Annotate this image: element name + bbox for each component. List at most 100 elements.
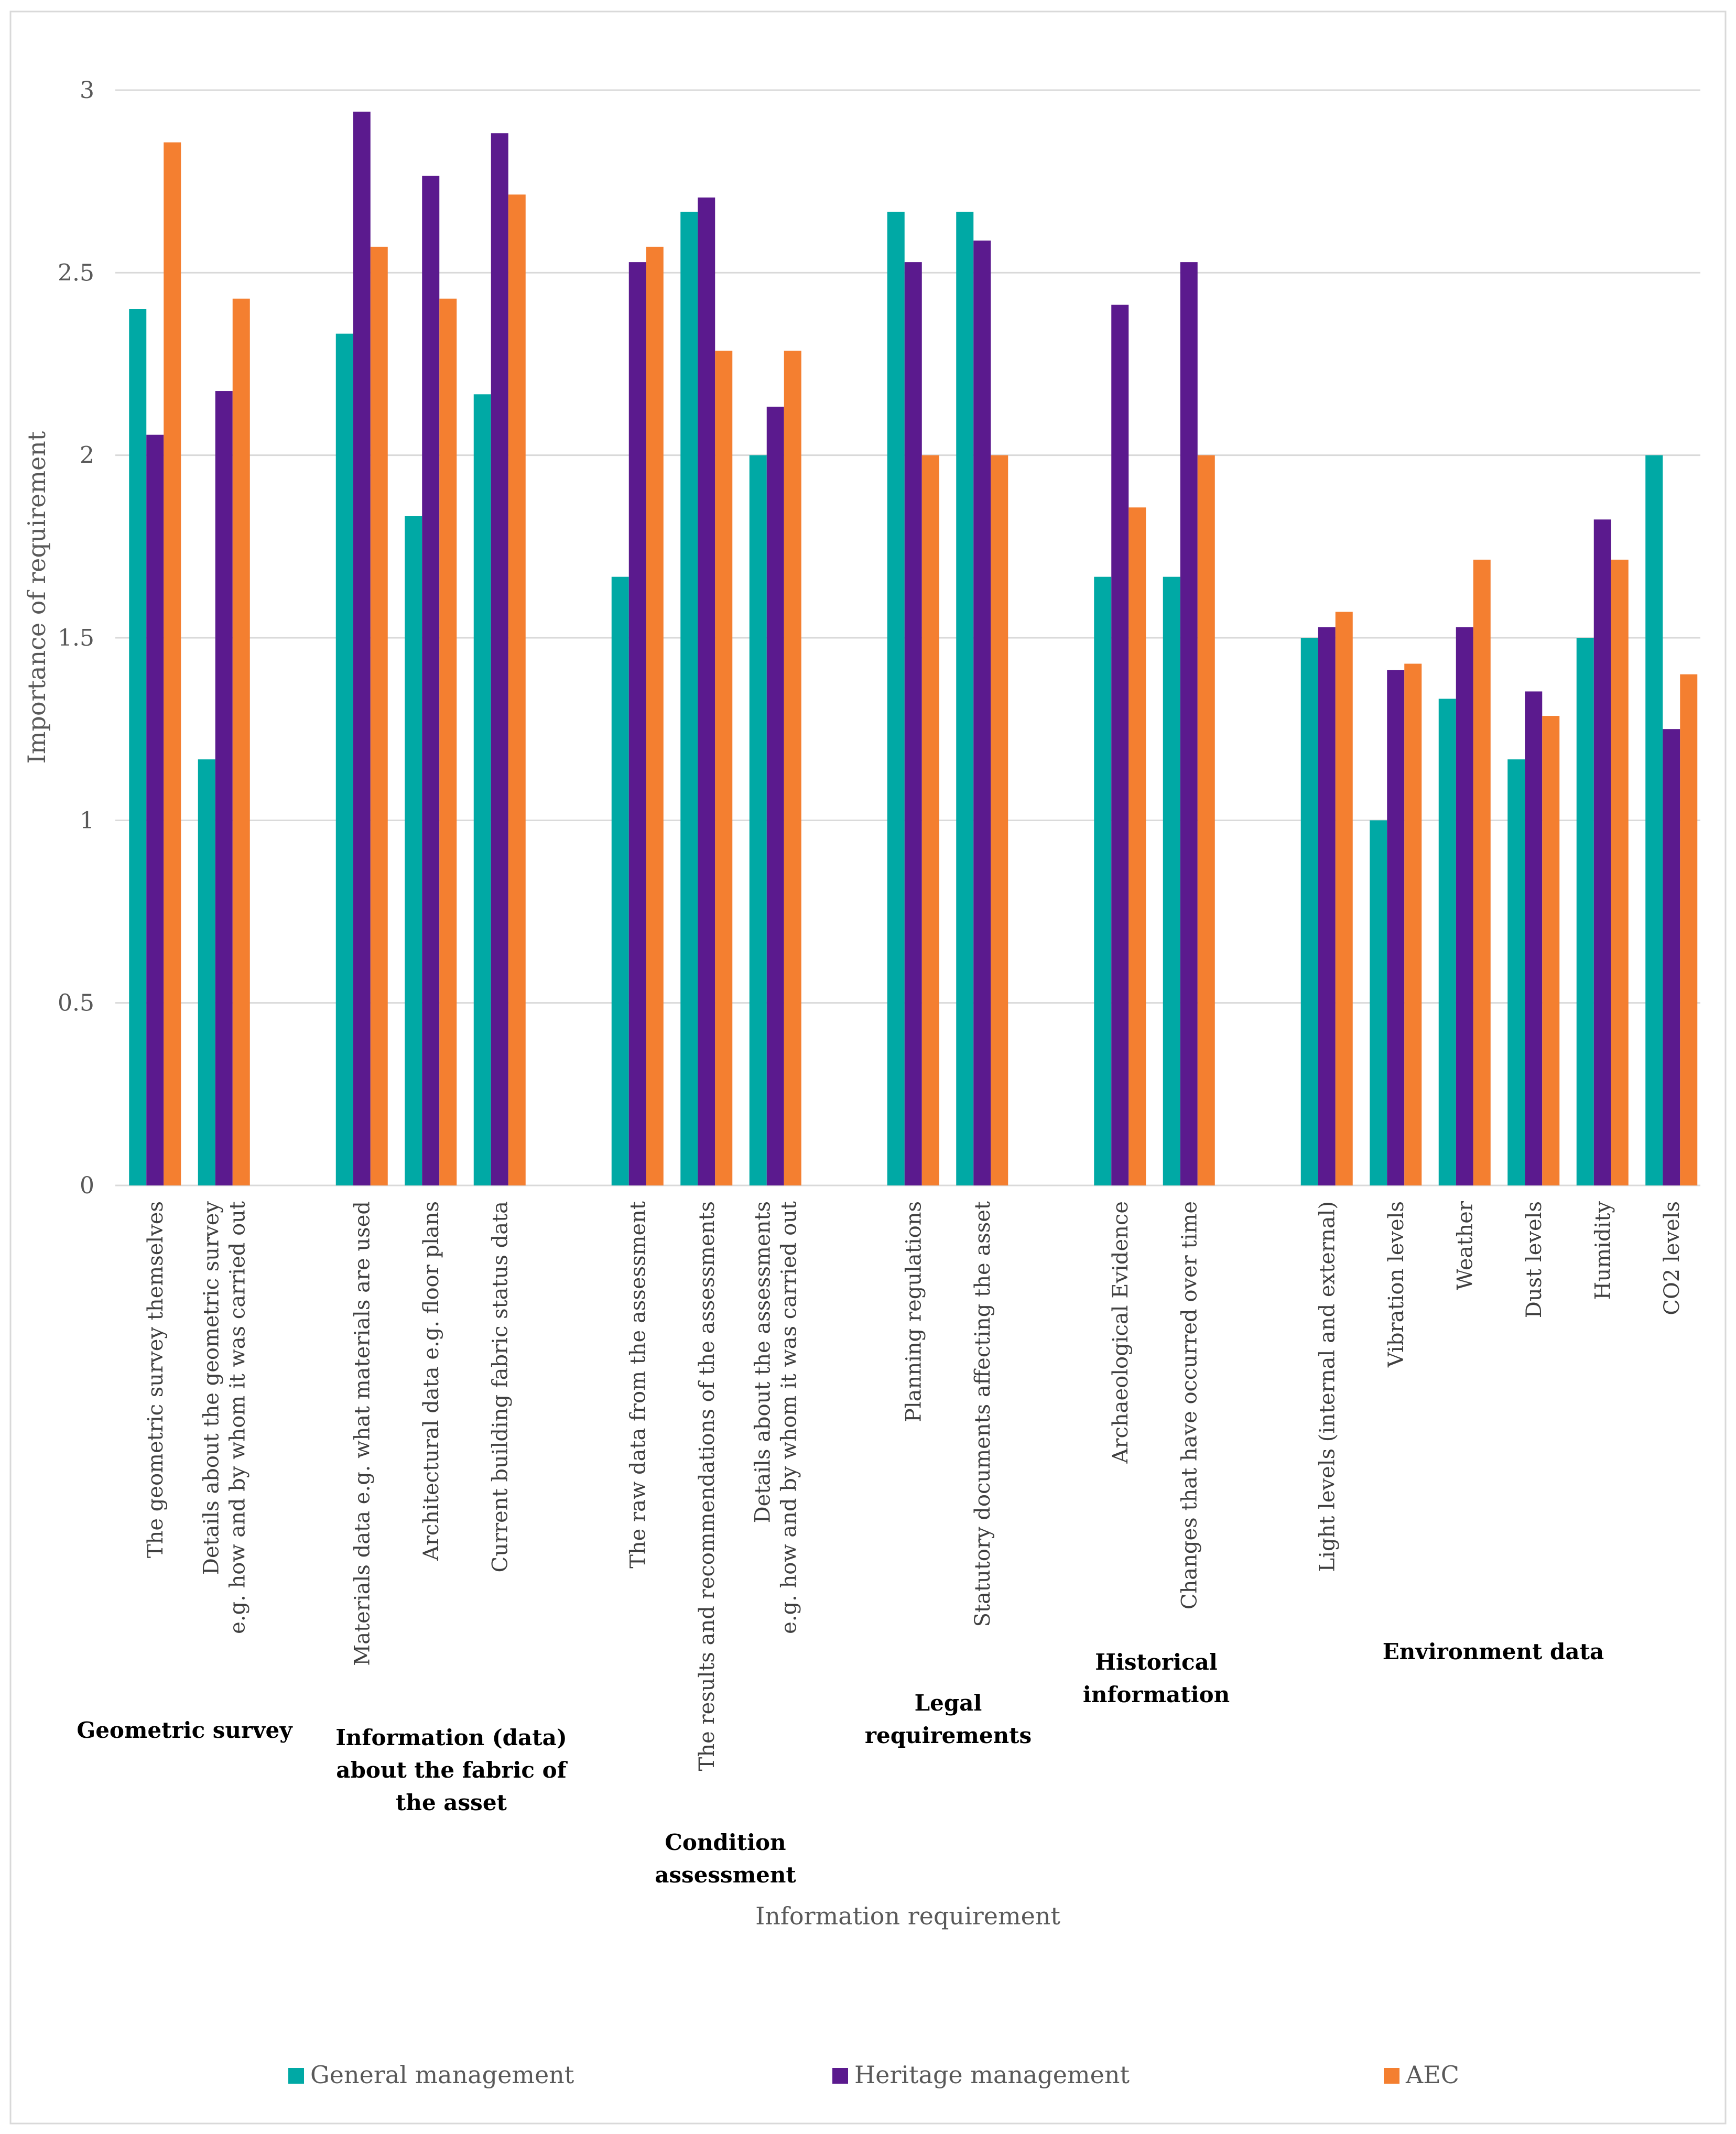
category-label: The raw data from the assessment <box>626 1201 650 1569</box>
bar-aec <box>1542 716 1560 1185</box>
bar-aec <box>508 194 526 1185</box>
category-label: Materials data e.g. what materials are u… <box>350 1201 374 1666</box>
category-label: Humidity <box>1591 1201 1615 1300</box>
category-label: Light levels (internal and external) <box>1315 1201 1339 1572</box>
category-label: Statutory documents affecting the asset <box>971 1201 995 1627</box>
legend-label-general-management: General management <box>310 2061 574 2089</box>
group-label: Historical information <box>1083 1649 1230 1707</box>
bar-heritage-management <box>1111 304 1129 1185</box>
bar-aec <box>715 351 733 1186</box>
bar-aec <box>232 298 250 1186</box>
bar-general-management <box>1300 638 1318 1185</box>
bar-general-management <box>335 333 353 1185</box>
group-label: Environment data <box>1383 1639 1604 1664</box>
bar-heritage-management <box>1663 729 1680 1185</box>
bar-heritage-management <box>766 407 784 1185</box>
category-label: Planning regulations <box>902 1201 926 1422</box>
bar-heritage-management <box>1180 262 1198 1185</box>
y-tick-label: 1.5 <box>58 625 94 651</box>
category-label: The results and recommendations of the a… <box>695 1201 719 1771</box>
category-label: Archaeological Evidence <box>1109 1201 1133 1464</box>
category-label: Details about the geometric survey <box>199 1201 223 1575</box>
category-labels: The geometric survey themselves Details a… <box>144 1201 1684 1771</box>
category-label: Dust levels <box>1522 1201 1546 1318</box>
legend-swatch-aec <box>1384 2068 1399 2084</box>
category-label: Vibration levels <box>1384 1201 1408 1368</box>
bar-general-management <box>1163 576 1180 1185</box>
bar-heritage-management <box>904 262 922 1185</box>
y-axis-title: Importance of requirement <box>23 431 51 764</box>
category-label: e.g. how and by whom it was carried out <box>225 1201 249 1634</box>
bar-general-management <box>1094 576 1112 1185</box>
bar-aec <box>646 246 664 1185</box>
y-tick-label: 2.5 <box>58 259 94 286</box>
bar-general-management <box>749 455 767 1185</box>
bar-heritage-management <box>422 176 440 1185</box>
bar-general-management <box>611 576 629 1185</box>
bar-general-management <box>1438 699 1456 1185</box>
legend-swatch-heritage-management <box>832 2068 848 2084</box>
bar-general-management <box>1645 455 1663 1185</box>
bar-heritage-management <box>1525 691 1543 1185</box>
bar-aec <box>921 455 939 1185</box>
bars <box>129 112 1698 1186</box>
bar-heritage-management <box>1387 670 1405 1185</box>
y-tick-label: 0.5 <box>58 990 94 1017</box>
bar-heritage-management <box>973 241 991 1186</box>
bar-general-management <box>405 516 422 1185</box>
group-label: Information (data) about the fabric of the… <box>335 1725 568 1815</box>
y-tick-label: 3 <box>80 77 94 104</box>
bar-aec <box>1611 559 1629 1185</box>
bar-general-management <box>680 211 698 1185</box>
bar-general-management <box>956 211 974 1185</box>
group-label: Condition assessment <box>655 1830 796 1888</box>
bar-general-management <box>198 759 215 1185</box>
legend-label-aec: AEC <box>1405 2061 1459 2089</box>
category-label: Current building fabric status data <box>488 1201 512 1572</box>
x-axis-title: Information requirement <box>755 1902 1060 1930</box>
bar-general-management <box>1370 820 1387 1185</box>
category-label: The geometric survey themselves <box>144 1201 168 1558</box>
legend-label-heritage-management: Heritage management <box>854 2061 1130 2089</box>
bar-aec <box>784 351 801 1186</box>
category-label: Changes that have occurred over time <box>1177 1201 1201 1609</box>
bar-heritage-management <box>698 197 715 1185</box>
bar-general-management <box>129 309 147 1185</box>
bar-general-management <box>473 394 491 1186</box>
legend: General management Heritage management AEC <box>288 2061 1459 2089</box>
bar-aec <box>1335 612 1353 1185</box>
y-tick-label: 0 <box>80 1172 94 1199</box>
category-label: Details about the assessments <box>751 1201 775 1523</box>
bar-aec <box>439 298 457 1186</box>
bar-heritage-management <box>1593 519 1611 1185</box>
category-label: e.g. how and by whom it was carried out <box>777 1201 801 1634</box>
bar-aec <box>370 246 388 1185</box>
category-label: Architectural data e.g. floor plans <box>419 1201 443 1561</box>
bar-heritage-management <box>1318 627 1336 1185</box>
bar-aec <box>1473 559 1491 1185</box>
bar-heritage-management <box>491 133 508 1185</box>
group-label: Legal requirements <box>865 1690 1032 1748</box>
bar-heritage-management <box>353 112 371 1186</box>
bar-aec <box>991 455 1008 1185</box>
bar-general-management <box>1576 638 1594 1185</box>
category-label: Weather <box>1453 1201 1477 1290</box>
bar-heritage-management <box>628 262 646 1185</box>
bar-aec <box>1129 507 1146 1185</box>
bar-heritage-management <box>146 434 164 1185</box>
bar-aec <box>1404 663 1422 1185</box>
category-label: CO2 levels <box>1660 1201 1684 1315</box>
group-label: Geometric survey <box>77 1717 293 1743</box>
legend-swatch-general-management <box>288 2068 304 2084</box>
bar-general-management <box>887 211 905 1185</box>
bar-aec <box>1197 455 1215 1185</box>
y-axis-ticks: 0 0.5 1 1.5 2 2.5 3 <box>58 77 94 1199</box>
y-tick-label: 2 <box>80 442 94 469</box>
bar-heritage-management <box>215 391 233 1185</box>
bar-general-management <box>1507 759 1525 1185</box>
group-labels: Geometric survey Information (data) about … <box>77 1639 1604 1888</box>
bar-heritage-management <box>1456 627 1473 1185</box>
y-tick-label: 1 <box>80 807 94 834</box>
bar-aec <box>1680 674 1698 1185</box>
